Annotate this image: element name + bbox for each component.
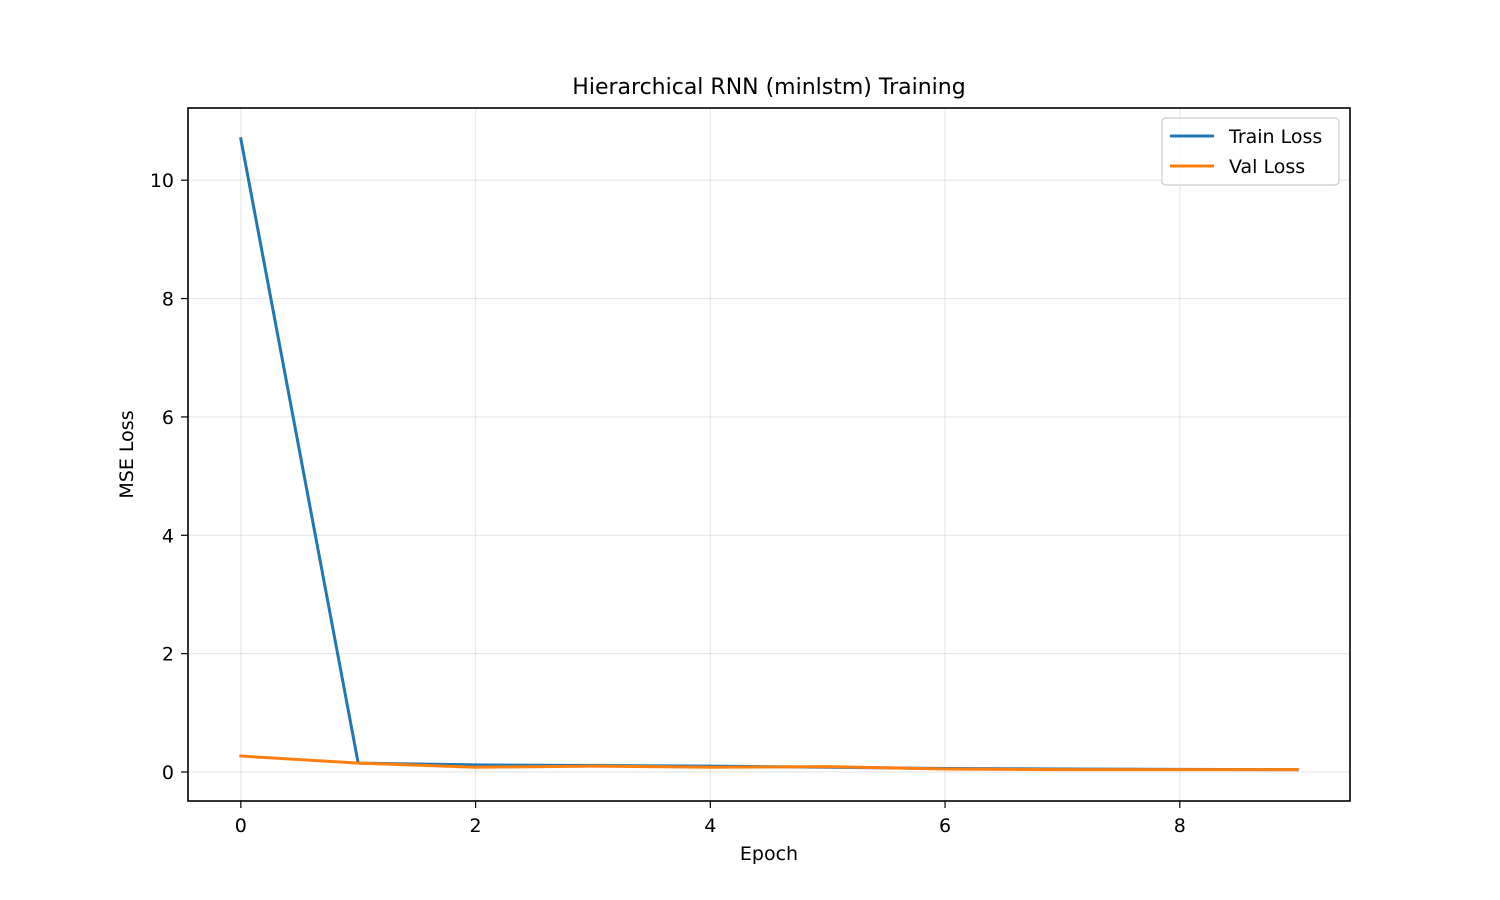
legend-label-train-loss: Train Loss (1228, 126, 1322, 148)
y-tick-label: 4 (162, 525, 174, 547)
y-tick-label: 2 (162, 644, 174, 666)
x-axis-label: Epoch (740, 843, 798, 865)
x-axis-ticks: 0 2 4 6 8 (235, 801, 1186, 837)
x-tick-label: 6 (939, 815, 951, 837)
legend-label-val-loss: Val Loss (1229, 156, 1305, 178)
plot-frame (187, 107, 1351, 802)
y-tick-label: 0 (162, 762, 174, 784)
x-tick-label: 4 (704, 815, 716, 837)
grid (188, 108, 1350, 801)
x-tick-label: 0 (235, 815, 247, 837)
y-axis-ticks: 0 2 4 6 8 10 (150, 170, 188, 784)
x-tick-label: 2 (470, 815, 482, 837)
y-tick-label: 6 (162, 407, 174, 429)
y-axis-label: MSE Loss (116, 410, 138, 498)
chart-title: Hierarchical RNN (minlstm) Training (572, 75, 965, 100)
series-line-val-loss (239, 754, 1299, 772)
series-lines (239, 137, 1299, 772)
x-tick-label: 8 (1174, 815, 1186, 837)
y-tick-label: 8 (162, 289, 174, 311)
y-tick-label: 10 (150, 170, 174, 192)
legend: Train Loss Val Loss (1161, 117, 1340, 186)
